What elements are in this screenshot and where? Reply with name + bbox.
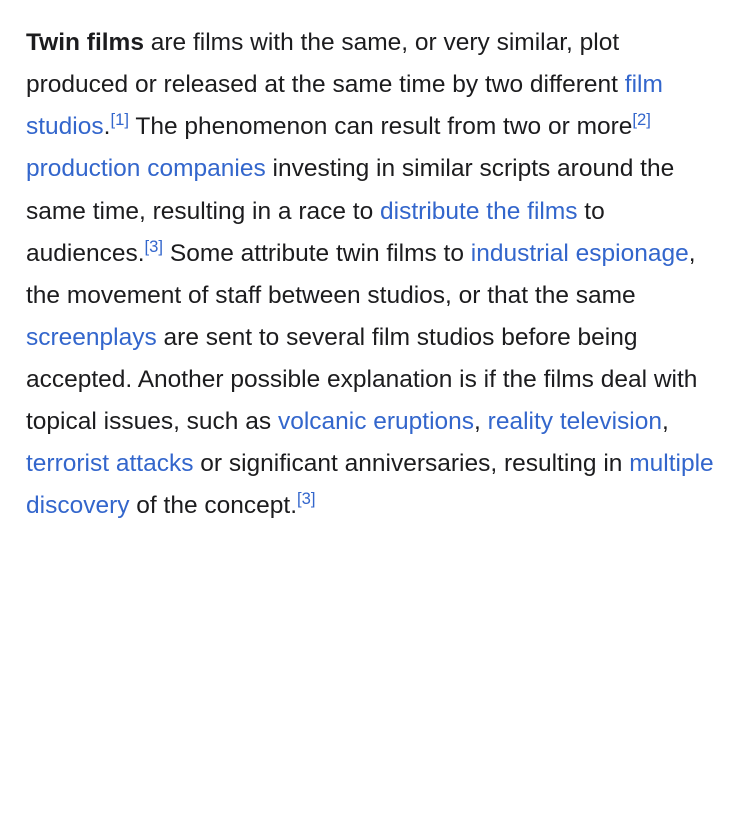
reference-link[interactable]: [3] [297,489,316,508]
body-text: , [474,408,488,435]
reference-3: [3] [145,236,164,255]
link-terrorist-attacks[interactable]: terrorist attacks [26,450,193,477]
link-production-companies[interactable]: production companies [26,155,266,182]
link-reality-television[interactable]: reality television [488,408,662,435]
reference-link[interactable]: [3] [145,236,164,255]
reference-link[interactable]: [2] [632,110,651,129]
article-paragraph: Twin films are films with the same, or v… [26,22,724,528]
bold-term: Twin films [26,29,144,56]
link-volcanic-eruptions[interactable]: volcanic eruptions [278,408,474,435]
body-text: Some attribute twin films to [163,240,471,267]
link-distribute-films[interactable]: distribute the films [380,198,577,225]
reference-2: [2] [632,110,651,129]
link-industrial-espionage[interactable]: industrial espionage [471,240,689,267]
reference-3: [3] [297,489,316,508]
body-text: or significant anniversaries, resulting … [193,450,629,477]
reference-link[interactable]: [1] [110,110,129,129]
reference-1: [1] [110,110,129,129]
link-screenplays[interactable]: screenplays [26,324,157,351]
body-text: The phenomenon can result from two or mo… [129,113,632,140]
body-text: of the concept. [129,492,297,519]
body-text: , [662,408,669,435]
